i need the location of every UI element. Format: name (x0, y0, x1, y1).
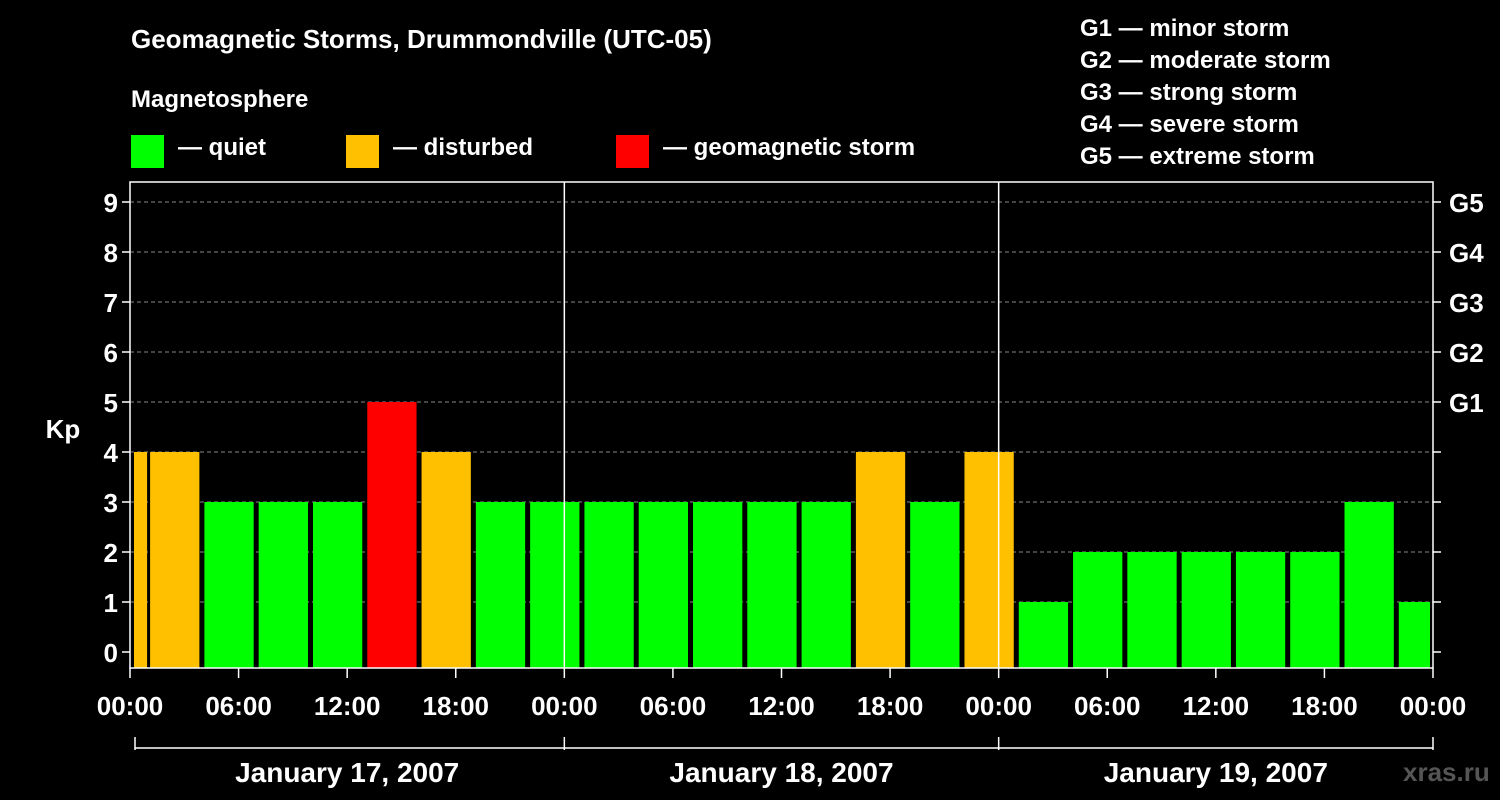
g-axis-label: G3 (1449, 288, 1484, 318)
kp-bar (421, 452, 471, 668)
x-tick-label: 00:00 (1400, 691, 1467, 721)
x-tick-label: 12:00 (314, 691, 381, 721)
x-tick-label: 00:00 (965, 691, 1032, 721)
g-axis-label: G5 (1449, 188, 1484, 218)
x-tick-label: 00:00 (531, 691, 598, 721)
kp-bar (910, 502, 960, 668)
kp-bar (584, 502, 634, 668)
legend-swatch-quiet (131, 135, 164, 168)
g-level-g4: G4 — severe storm (1080, 111, 1299, 138)
chart-title: Geomagnetic Storms, Drummondville (UTC-0… (131, 24, 712, 54)
x-tick-label: 18:00 (1291, 691, 1358, 721)
g-level-g2: G2 — moderate storm (1080, 47, 1331, 74)
kp-bar (747, 502, 797, 668)
g-level-g5: G5 — extreme storm (1080, 143, 1315, 170)
y-tick-label: 9 (104, 188, 118, 218)
kp-bar (150, 452, 200, 668)
y-tick-label: 2 (104, 538, 118, 568)
legend-label-quiet: — quiet (178, 134, 266, 161)
g-axis-label: G2 (1449, 338, 1484, 368)
kp-bar (367, 402, 417, 668)
kp-bar (1290, 552, 1340, 668)
g-level-g3: G3 — strong storm (1080, 79, 1298, 106)
g-axis-label: G4 (1449, 238, 1484, 268)
y-tick-label: 3 (104, 488, 118, 518)
g-level-g1: G1 — minor storm (1080, 15, 1290, 42)
kp-bar (638, 502, 689, 668)
g-axis-label: G1 (1449, 388, 1484, 418)
y-tick-label: 1 (104, 588, 118, 618)
legend-label-storm: — geomagnetic storm (663, 134, 916, 161)
date-label: January 18, 2007 (669, 757, 893, 788)
x-tick-label: 06:00 (205, 691, 272, 721)
kp-bar (312, 502, 363, 668)
date-label: January 19, 2007 (1104, 757, 1328, 788)
kp-bar (258, 502, 308, 668)
kp-bar (1181, 552, 1231, 668)
kp-bar (1398, 602, 1430, 668)
kp-bar (1018, 602, 1069, 668)
y-tick-label: 0 (104, 638, 118, 668)
y-tick-label: 7 (104, 288, 118, 318)
y-tick-label: 8 (104, 238, 118, 268)
kp-bar (204, 502, 254, 668)
x-tick-label: 12:00 (1183, 691, 1250, 721)
y-tick-label: 5 (104, 388, 118, 418)
kp-bar (1127, 552, 1177, 668)
kp-bar (855, 452, 906, 668)
kp-bar (134, 452, 148, 668)
kp-bar (475, 502, 526, 668)
kp-bar (964, 452, 1014, 668)
kp-bar (801, 502, 851, 668)
x-tick-label: 18:00 (857, 691, 924, 721)
x-tick-label: 06:00 (640, 691, 707, 721)
kp-bar (1073, 552, 1123, 668)
kp-bar (693, 502, 743, 668)
legend-label-disturbed: — disturbed (393, 134, 534, 161)
x-tick-label: 06:00 (1074, 691, 1141, 721)
y-axis-label: Kp (46, 414, 81, 444)
x-tick-label: 00:00 (97, 691, 164, 721)
x-tick-label: 12:00 (748, 691, 815, 721)
watermark: xras.ru (1403, 757, 1490, 787)
y-tick-label: 6 (104, 338, 118, 368)
x-tick-label: 18:00 (423, 691, 490, 721)
magnetosphere-heading: Magnetosphere (131, 86, 309, 113)
date-label: January 17, 2007 (235, 757, 459, 788)
kp-bar (1344, 502, 1394, 668)
kp-bar (530, 502, 580, 668)
y-tick-label: 4 (104, 438, 119, 468)
kp-bar (1235, 552, 1286, 668)
legend-swatch-storm (616, 135, 649, 168)
legend-swatch-disturbed (346, 135, 379, 168)
